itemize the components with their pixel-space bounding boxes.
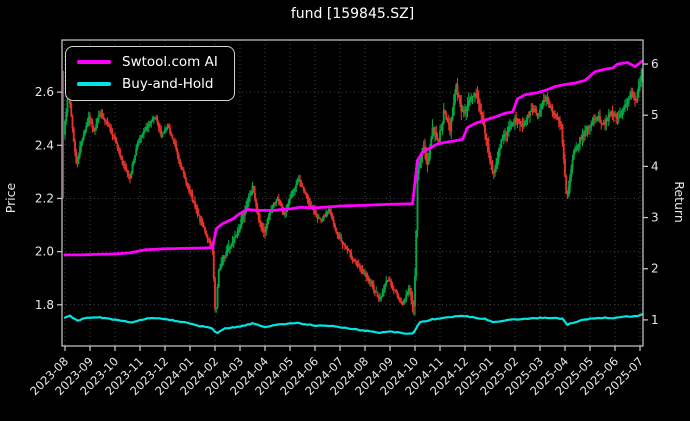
bh-line-swatch	[77, 82, 111, 87]
candles-down	[62, 70, 638, 316]
legend-label-bh: Buy-and-Hold	[122, 75, 214, 92]
legend-label-ai: Swtool.com AI	[122, 54, 218, 70]
chart-title: fund [159845.SZ]	[290, 6, 415, 22]
return-tick-label: 1	[651, 313, 659, 327]
return-tick-label: 3	[651, 211, 659, 225]
plot-border	[61, 39, 644, 347]
chart-legend: Swtool.com AI Buy-and-Hold	[65, 46, 235, 101]
return-tick-label: 6	[651, 57, 659, 71]
price-tick-label: 2.4	[35, 138, 54, 152]
right-axis-label: Return	[672, 181, 687, 222]
candles-up	[64, 67, 643, 316]
price-tick-label: 2.2	[35, 191, 54, 205]
legend-item-bh: Buy-and-Hold	[77, 75, 218, 92]
ai-line-swatch	[77, 60, 111, 65]
legend-item-ai: Swtool.com AI	[77, 55, 218, 70]
price-tick-label: 1.8	[35, 298, 54, 312]
return-tick-label: 4	[651, 159, 659, 173]
return-tick-label: 5	[651, 108, 659, 122]
axes: 2023-082023-092023-102023-112023-122024-…	[3, 57, 687, 398]
price-tick-label: 2.0	[35, 245, 54, 259]
ai-return-line	[63, 59, 643, 257]
return-tick-label: 2	[651, 262, 659, 276]
buy-and-hold-line	[63, 313, 643, 335]
price-tick-label: 2.6	[35, 85, 54, 99]
left-axis-label: Price	[3, 182, 18, 213]
